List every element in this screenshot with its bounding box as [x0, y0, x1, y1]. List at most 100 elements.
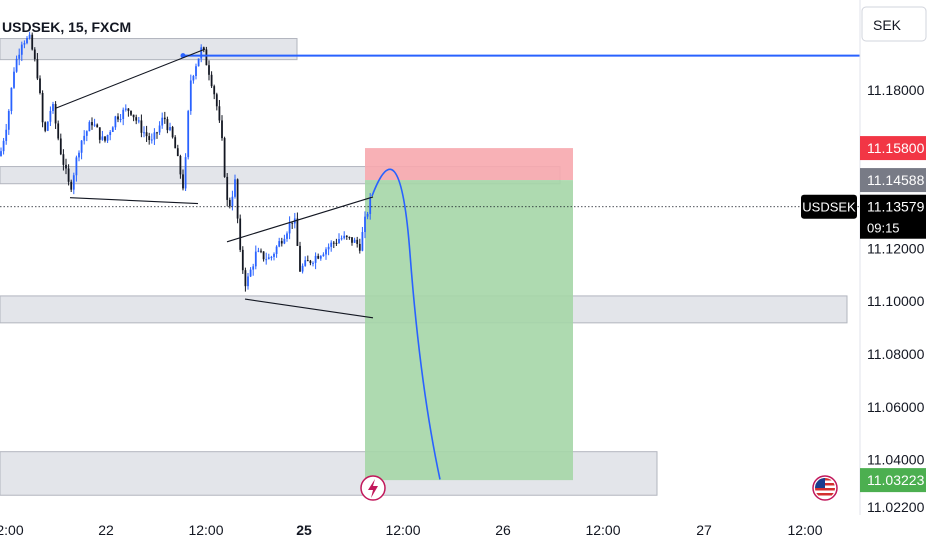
price-tick-2: 11.10000 [867, 293, 925, 309]
candle-body-41 [106, 135, 109, 141]
price-tick-1: 11.12000 [867, 240, 925, 256]
candle-body-85 [221, 120, 223, 139]
candle-body-33 [85, 131, 88, 136]
candle-body-49 [127, 108, 130, 111]
candle-body-42 [109, 132, 112, 136]
candle-body-26 [67, 168, 70, 182]
lightning-icon[interactable] [360, 475, 386, 501]
candle-body-3 [7, 111, 10, 130]
candle-body-32 [83, 135, 86, 141]
candle-body-101 [262, 251, 265, 260]
price-tick-6: 11.02200 [867, 499, 925, 515]
candle-body-66 [171, 127, 174, 138]
candle-body-128 [332, 242, 335, 244]
candle-body-57 [148, 136, 151, 140]
candle-body-1 [2, 140, 5, 152]
candle-body-61 [158, 125, 161, 133]
candle-body-67 [174, 137, 177, 149]
current-price-label-text: 11.13579 [867, 199, 925, 215]
candle-body-2 [5, 129, 8, 141]
candle-body-39 [101, 136, 104, 140]
candle-body-89 [231, 196, 234, 207]
candle-body-132 [343, 235, 346, 239]
candle-body-65 [169, 127, 171, 131]
entry-price-label-bg [860, 168, 926, 193]
candle-body-75 [195, 66, 197, 76]
time-axis[interactable]: 2:00 22 12:00 25 12:00 26 12:00 27 12:00 [0, 522, 823, 538]
candle-body-115 [299, 245, 301, 272]
candle-body-118 [306, 260, 309, 262]
candle-body-25 [65, 164, 67, 169]
candle-body-91 [236, 179, 239, 219]
candle-body-114 [296, 218, 299, 246]
candle-body-112 [291, 222, 294, 224]
candle-body-19 [49, 110, 52, 122]
trend-line-2 [226, 196, 374, 243]
candle-body-51 [132, 114, 135, 118]
us-flag-icon[interactable] [812, 475, 838, 501]
candle-body-117 [304, 260, 307, 266]
take-profit-zone [365, 180, 573, 481]
candle-body-140 [364, 216, 366, 233]
candle-body-106 [275, 246, 278, 254]
candle-body-93 [241, 249, 244, 271]
candle-body-120 [312, 262, 314, 264]
candle-body-110 [286, 233, 288, 239]
candle-body-123 [319, 256, 322, 259]
candle-body-134 [348, 236, 351, 238]
candle-body-130 [338, 239, 340, 244]
candle-body-60 [156, 132, 158, 134]
countdown-text: 09:15 [867, 221, 900, 236]
candle-body-30 [78, 152, 80, 158]
candle-body-45 [117, 116, 119, 120]
candle-body-14 [36, 59, 39, 79]
candle-body-105 [273, 253, 275, 257]
candle-body-22 [57, 123, 60, 139]
candle-body-98 [254, 251, 257, 267]
candle-body-92 [239, 218, 242, 250]
candle-body-88 [228, 199, 231, 207]
candle-body-36 [93, 124, 96, 126]
candle-body-97 [252, 266, 255, 270]
symbol-tag-bg [801, 194, 857, 219]
time-tick-4: 12:00 [385, 522, 420, 538]
candle-body-13 [33, 49, 36, 60]
candle-body-5 [13, 71, 15, 88]
candle-body-141 [366, 213, 369, 217]
price-axis[interactable]: 11.18000 11.12000 11.10000 11.08000 11.06000… [867, 82, 925, 515]
candle-body-138 [358, 243, 361, 251]
candle-body-48 [124, 108, 127, 110]
candle-body-29 [75, 157, 78, 176]
currency-button[interactable] [861, 6, 927, 42]
candle-body-121 [314, 255, 317, 263]
candle-body-142 [369, 197, 372, 214]
time-tick-6: 12:00 [585, 522, 620, 538]
candle-body-17 [44, 122, 47, 131]
candle-body-59 [153, 132, 156, 140]
candle-body-103 [267, 257, 270, 260]
trend-line-0 [54, 48, 206, 109]
candle-body-63 [163, 117, 166, 120]
candle-body-90 [234, 179, 236, 197]
zone-0 [0, 38, 298, 61]
candle-body-76 [197, 58, 200, 67]
candle-body-133 [345, 235, 348, 237]
candle-body-4 [10, 87, 13, 112]
candle-body-50 [130, 110, 132, 115]
candle-body-83 [215, 94, 218, 107]
price-labels: 11.15800 11.14588 11.03223 11.13579 09:15 USD… [801, 136, 926, 493]
candle-body-34 [88, 122, 91, 132]
candle-body-81 [210, 74, 213, 87]
stop-price-label-text: 11.15800 [867, 140, 925, 156]
candle-body-86 [223, 138, 226, 177]
candle-body-62 [161, 117, 164, 126]
candle-body-77 [200, 47, 203, 59]
candle-body-28 [72, 175, 75, 190]
candle-body-27 [70, 181, 73, 190]
candle-body-131 [340, 238, 343, 240]
candle-body-35 [91, 122, 93, 126]
candle-body-96 [249, 269, 252, 277]
candle-body-78 [202, 47, 205, 50]
candle-body-9 [23, 43, 26, 45]
